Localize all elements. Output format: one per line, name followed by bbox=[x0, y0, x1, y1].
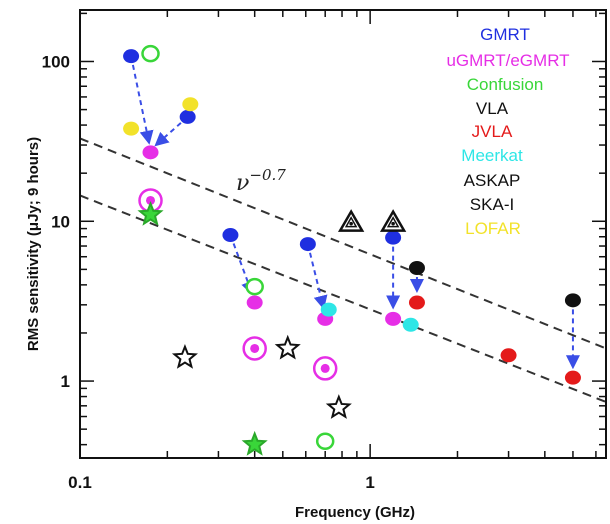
legend-entry: GMRT bbox=[480, 25, 530, 44]
legend-entry: Confusion bbox=[467, 75, 544, 94]
vla-point bbox=[564, 293, 581, 308]
y-tick-label: 10 bbox=[51, 212, 70, 231]
ska-i-point bbox=[171, 343, 198, 369]
meerkat-point bbox=[320, 302, 337, 317]
ugmrt-egmrt-point bbox=[242, 336, 267, 361]
confusion-point bbox=[245, 277, 264, 296]
legend-entry: Meerkat bbox=[461, 146, 523, 165]
askap-point bbox=[379, 209, 407, 232]
confusion-point bbox=[141, 44, 160, 63]
y-tick-label: 1 bbox=[61, 372, 70, 391]
trend-line bbox=[79, 194, 607, 403]
legend-entry: VLA bbox=[476, 99, 509, 118]
vla-point bbox=[408, 261, 425, 276]
ugmrt-egmrt-point bbox=[312, 356, 338, 381]
ugmrt-egmrt-point bbox=[385, 311, 402, 326]
gmrt-point bbox=[123, 49, 140, 64]
askap-point bbox=[337, 209, 365, 232]
arrow bbox=[131, 64, 154, 145]
axis-ticks: 0.1 1 1 10 100 bbox=[42, 10, 606, 492]
legend-entry: ASKAP bbox=[464, 171, 521, 190]
legend-entry: LOFAR bbox=[465, 219, 521, 238]
confusion-point bbox=[137, 200, 164, 226]
x-axis-label: Frequency (GHz) bbox=[295, 504, 415, 521]
arrow bbox=[309, 252, 328, 310]
confusion-point bbox=[315, 432, 335, 451]
plot-frame bbox=[79, 9, 607, 459]
confusion-point bbox=[241, 430, 268, 456]
meerkat-point bbox=[402, 317, 419, 332]
gmrt-point bbox=[385, 230, 402, 245]
x-tick-label: 1 bbox=[365, 473, 374, 492]
ska-i-point bbox=[274, 334, 301, 360]
legend-entry: SKA-I bbox=[470, 195, 514, 214]
jvla-point bbox=[564, 370, 581, 385]
ska-i-point bbox=[325, 394, 352, 419]
y-axis-label: RMS sensitivity (μJy; 9 hours) bbox=[25, 137, 42, 351]
legend: GMRT uGMRT/eGMRT Confusion VLA JVLA Meerkat AS… bbox=[446, 25, 569, 238]
arrows bbox=[131, 64, 580, 370]
trend-lines bbox=[79, 137, 607, 403]
ugmrt-egmrt-point bbox=[246, 295, 263, 310]
jvla-point bbox=[500, 348, 517, 363]
gmrt-point bbox=[179, 109, 196, 124]
y-tick-label: 100 bbox=[42, 52, 70, 71]
ugmrt-egmrt-point bbox=[142, 145, 159, 160]
power-law-annotation: ν−0.7 bbox=[236, 166, 286, 196]
x-tick-label: 0.1 bbox=[68, 473, 92, 492]
trend-line bbox=[79, 137, 607, 350]
jvla-point bbox=[408, 295, 425, 310]
lofar-point bbox=[182, 97, 199, 112]
data-markers bbox=[123, 44, 581, 456]
legend-entry: uGMRT/eGMRT bbox=[446, 51, 569, 70]
gmrt-point bbox=[222, 228, 239, 243]
arrow bbox=[154, 122, 182, 147]
lofar-point bbox=[123, 121, 140, 136]
gmrt-point bbox=[299, 237, 316, 252]
legend-entry: JVLA bbox=[472, 122, 513, 141]
